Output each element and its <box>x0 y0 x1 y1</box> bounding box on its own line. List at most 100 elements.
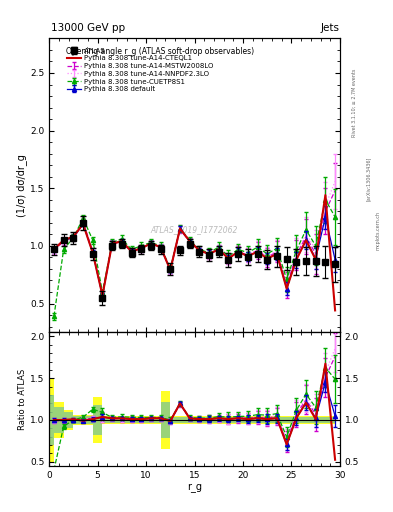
Pythia 8.308 tune-A14-CTEQL1 <box>236 248 241 254</box>
Text: 13000 GeV pp: 13000 GeV pp <box>51 23 125 33</box>
Line: Pythia 8.308 tune-A14-CTEQL1: Pythia 8.308 tune-A14-CTEQL1 <box>54 195 335 310</box>
Bar <box>44 378 54 462</box>
Bar <box>306 416 316 424</box>
Bar <box>161 401 170 438</box>
Pythia 8.308 tune-A14-CTEQL1 <box>139 245 143 251</box>
Bar <box>180 416 190 424</box>
Bar <box>64 410 73 430</box>
Bar <box>228 416 238 424</box>
Bar <box>325 416 335 424</box>
Bar <box>122 417 132 423</box>
Text: [arXiv:1306.3436]: [arXiv:1306.3436] <box>365 157 371 201</box>
Bar <box>316 417 325 423</box>
Bar <box>132 417 141 423</box>
Pythia 8.308 tune-A14-CTEQL1 <box>275 251 279 257</box>
Bar <box>277 417 286 423</box>
Bar <box>316 416 325 424</box>
Bar <box>161 391 170 449</box>
Text: Opening angle r_g (ATLAS soft-drop observables): Opening angle r_g (ATLAS soft-drop obser… <box>66 47 254 56</box>
Bar <box>199 417 209 423</box>
Bar <box>286 416 296 424</box>
Pythia 8.308 tune-A14-CTEQL1 <box>313 257 318 263</box>
Bar <box>112 416 122 424</box>
Pythia 8.308 tune-A14-CTEQL1 <box>61 237 66 243</box>
Pythia 8.308 tune-A14-CTEQL1 <box>217 246 221 252</box>
Text: Jets: Jets <box>321 23 340 33</box>
Pythia 8.308 tune-A14-CTEQL1 <box>149 241 153 247</box>
Bar <box>228 417 238 423</box>
Pythia 8.308 tune-A14-CTEQL1 <box>246 253 250 259</box>
Pythia 8.308 tune-A14-CTEQL1 <box>81 221 85 227</box>
Bar <box>83 415 93 425</box>
Bar <box>112 417 122 423</box>
Bar <box>248 416 257 424</box>
Bar <box>54 408 64 433</box>
Bar <box>219 416 228 424</box>
Y-axis label: (1/σ) dσ/dr_g: (1/σ) dσ/dr_g <box>16 154 27 217</box>
Pythia 8.308 tune-A14-CTEQL1 <box>226 255 231 262</box>
Bar <box>209 417 219 423</box>
Y-axis label: Ratio to ATLAS: Ratio to ATLAS <box>18 369 27 430</box>
Pythia 8.308 tune-A14-CTEQL1 <box>119 238 124 244</box>
Bar <box>141 416 151 424</box>
Bar <box>103 417 112 423</box>
Bar <box>73 416 83 424</box>
Bar <box>170 416 180 424</box>
Pythia 8.308 tune-A14-CTEQL1 <box>129 248 134 254</box>
Bar <box>132 416 141 424</box>
Pythia 8.308 tune-A14-CTEQL1 <box>51 246 56 252</box>
Bar <box>151 416 161 424</box>
Bar <box>151 417 161 423</box>
Bar <box>199 416 209 424</box>
Bar <box>286 417 296 423</box>
Bar <box>73 415 83 425</box>
Pythia 8.308 tune-A14-CTEQL1 <box>168 267 173 273</box>
Bar <box>64 413 73 428</box>
Bar <box>54 401 64 438</box>
Bar <box>122 416 132 424</box>
Bar <box>93 405 103 435</box>
Bar <box>248 417 257 423</box>
Bar <box>238 416 248 424</box>
Pythia 8.308 tune-A14-CTEQL1 <box>255 248 260 254</box>
Pythia 8.308 tune-A14-CTEQL1 <box>284 286 289 292</box>
Bar <box>257 416 267 424</box>
Pythia 8.308 tune-A14-CTEQL1 <box>207 251 211 257</box>
Bar <box>190 417 199 423</box>
Pythia 8.308 tune-A14-CTEQL1 <box>304 237 309 243</box>
Pythia 8.308 tune-A14-CTEQL1 <box>197 247 202 253</box>
Pythia 8.308 tune-A14-CTEQL1 <box>323 192 328 198</box>
Bar <box>296 416 306 424</box>
Bar <box>141 417 151 423</box>
Pythia 8.308 tune-A14-CTEQL1 <box>71 233 76 240</box>
Bar <box>93 397 103 443</box>
Bar <box>257 417 267 423</box>
X-axis label: r_g: r_g <box>187 482 202 493</box>
Bar <box>103 416 112 424</box>
Pythia 8.308 tune-A14-CTEQL1 <box>187 238 192 244</box>
Bar <box>209 416 219 424</box>
Pythia 8.308 tune-A14-CTEQL1 <box>158 244 163 250</box>
Pythia 8.308 tune-A14-CTEQL1 <box>90 250 95 256</box>
Pythia 8.308 tune-A14-CTEQL1 <box>110 241 114 247</box>
Bar <box>267 417 277 423</box>
Text: Rivet 3.1.10; ≥ 2.7M events: Rivet 3.1.10; ≥ 2.7M events <box>352 68 357 137</box>
Legend: ATLAS, Pythia 8.308 tune-A14-CTEQL1, Pythia 8.308 tune-A14-MSTW2008LO, Pythia 8.: ATLAS, Pythia 8.308 tune-A14-CTEQL1, Pyt… <box>64 45 216 95</box>
Bar <box>277 416 286 424</box>
Bar <box>83 416 93 424</box>
Bar <box>306 417 316 423</box>
Bar <box>170 417 180 423</box>
Bar <box>325 417 335 423</box>
Bar <box>296 417 306 423</box>
Pythia 8.308 tune-A14-CTEQL1 <box>100 292 105 298</box>
Pythia 8.308 tune-A14-CTEQL1 <box>294 257 299 263</box>
Bar <box>180 417 190 423</box>
Text: ATLAS_2019_I1772062: ATLAS_2019_I1772062 <box>151 225 238 234</box>
Bar <box>190 416 199 424</box>
Text: mcplots.cern.ch: mcplots.cern.ch <box>375 211 380 250</box>
Bar <box>219 417 228 423</box>
Bar <box>238 417 248 423</box>
Bar <box>44 395 54 445</box>
Pythia 8.308 tune-A14-CTEQL1 <box>178 225 182 231</box>
Pythia 8.308 tune-A14-CTEQL1 <box>333 307 338 313</box>
